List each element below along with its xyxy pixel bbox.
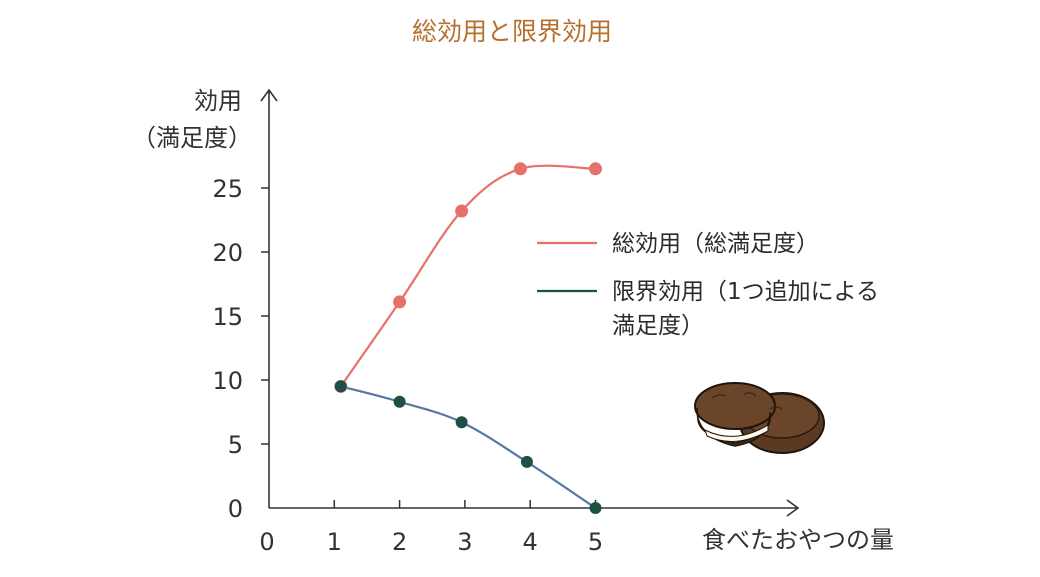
- ticks: 0 1 2 3 4 5 0 5 10 15 20 25: [212, 175, 603, 556]
- marginal-utility-point: [589, 502, 602, 514]
- y-tick-label: 5: [228, 431, 243, 459]
- legend-label-marginal-utility-line2: 満足度）: [612, 313, 704, 339]
- x-tick-label: 2: [392, 528, 407, 556]
- legend: 総効用（総満足度） 限界効用（1つ追加による 満足度）: [537, 231, 879, 339]
- axes: [260, 88, 800, 517]
- total-utility-line: [339, 164, 596, 388]
- legend-label-total-utility: 総効用（総満足度）: [612, 231, 819, 257]
- x-tick-label: 5: [588, 528, 603, 556]
- y-axis-arrow: [260, 88, 278, 102]
- y-axis-label-line1: 効用: [194, 87, 242, 115]
- y-tick-label: 25: [212, 175, 243, 203]
- y-tick-label: 0: [228, 495, 243, 523]
- x-axis-arrow: [786, 499, 800, 517]
- x-tick-label: 0: [259, 528, 274, 556]
- total-utility-point: [589, 162, 602, 176]
- y-axis-label-line2: （満足度）: [132, 124, 252, 152]
- x-tick-label: 1: [327, 528, 342, 556]
- legend-label-marginal-utility-line1: 限界効用（1つ追加による: [612, 279, 879, 305]
- total-utility-point: [393, 295, 407, 309]
- y-tick-label: 10: [212, 367, 243, 395]
- marginal-utility-point: [455, 416, 468, 429]
- marginal-utility-point: [334, 380, 347, 393]
- total-utility-point: [455, 204, 469, 218]
- marginal-utility-line: [340, 385, 597, 509]
- x-axis-label: 食べたおやつの量: [702, 526, 894, 554]
- total-utility-point: [513, 162, 527, 176]
- series-lines: [339, 164, 597, 509]
- marginal-utility-point: [520, 455, 533, 468]
- x-tick-label: 4: [523, 528, 538, 556]
- x-tick-label: 3: [457, 528, 472, 556]
- marginal-utility-point: [393, 395, 406, 408]
- y-tick-label: 20: [212, 239, 243, 267]
- chocolate-snack-illustration: [694, 382, 825, 454]
- series-points: [334, 162, 602, 514]
- y-tick-label: 15: [212, 303, 243, 331]
- chart-title: 総効用と限界効用: [412, 17, 612, 46]
